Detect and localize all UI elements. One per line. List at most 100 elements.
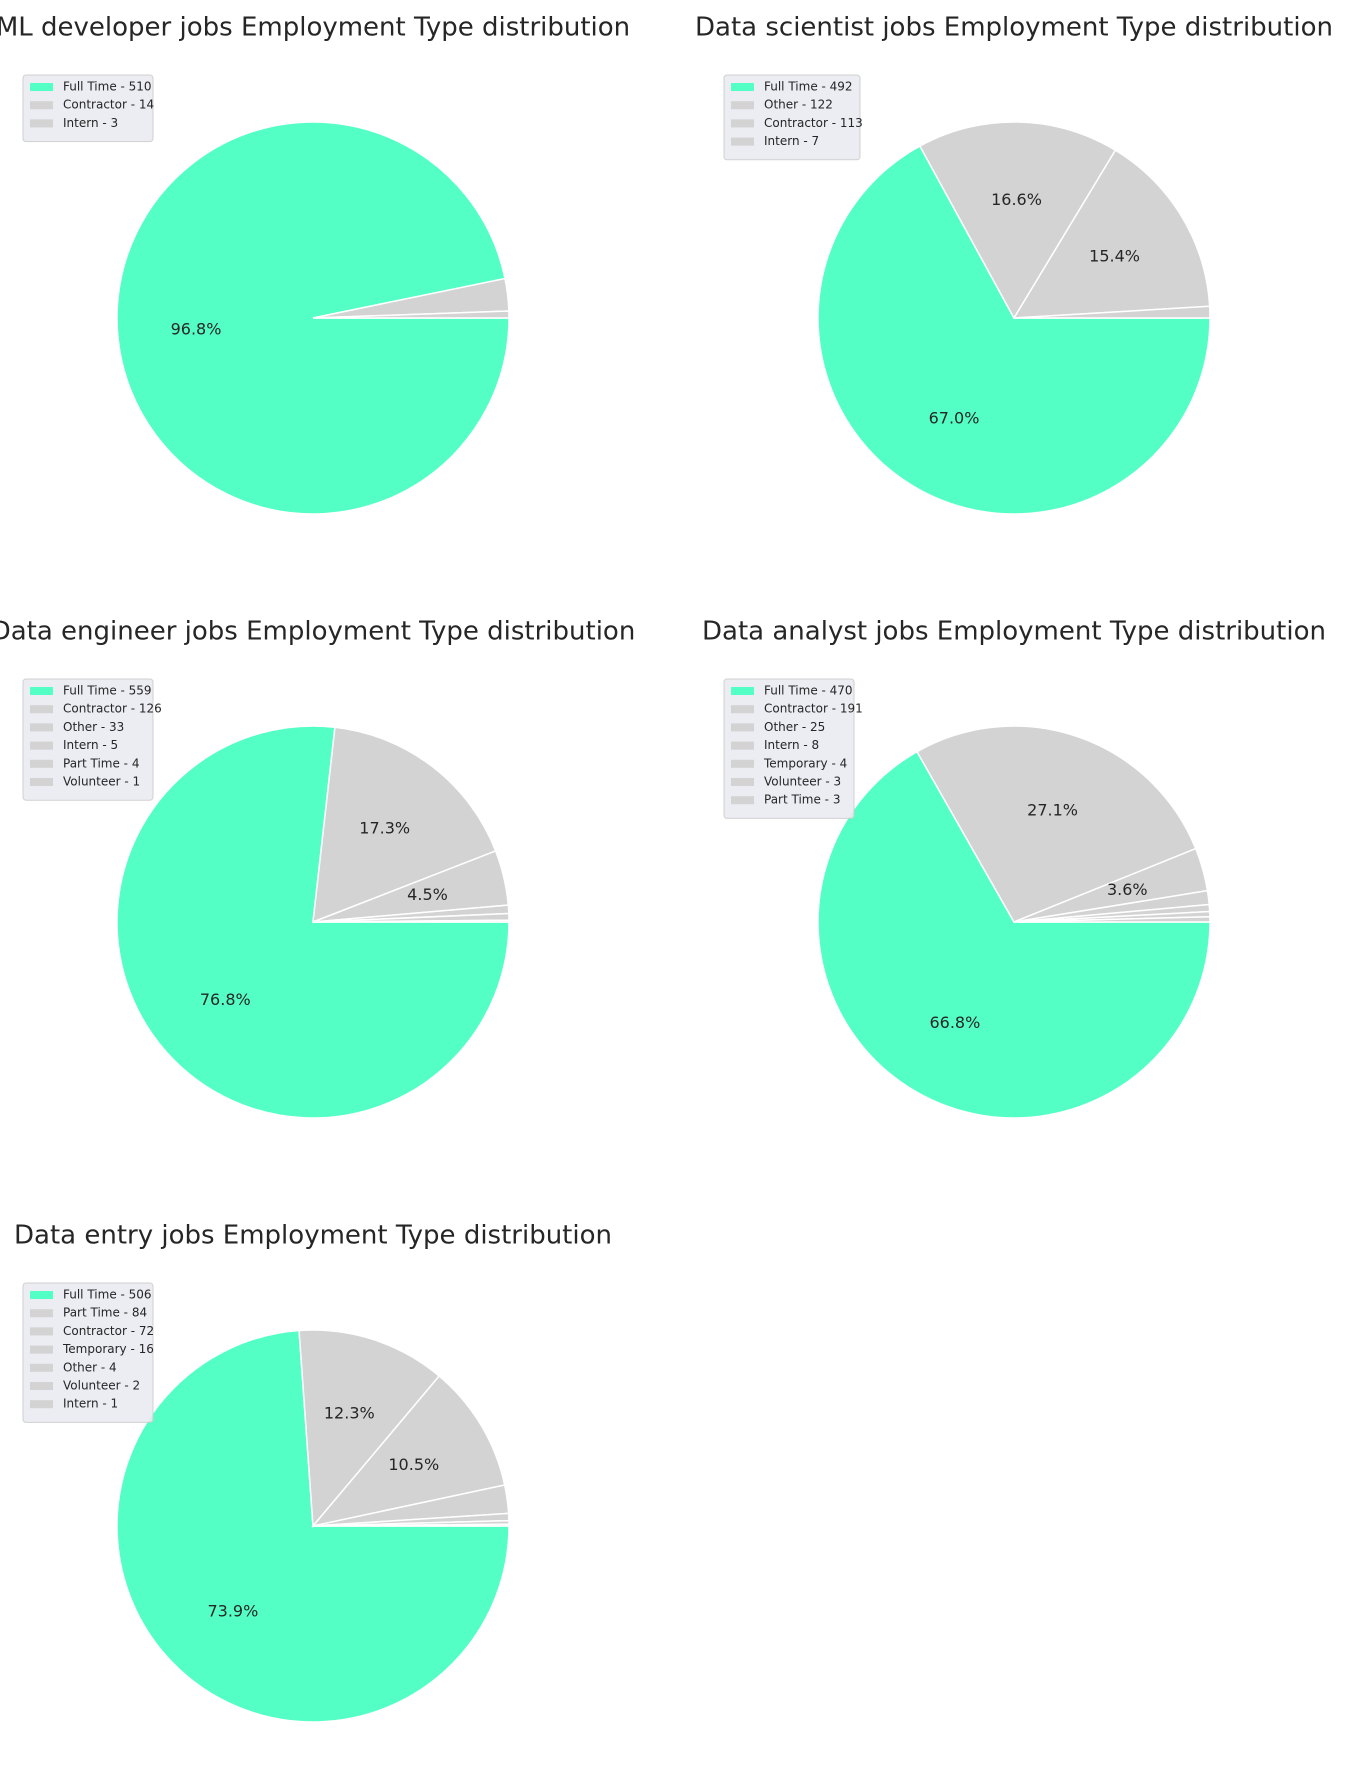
legend-box [723, 678, 855, 819]
legend-swatch [30, 119, 53, 128]
legend-swatch [731, 778, 754, 786]
legend-entry: Full Time - 510 [63, 80, 152, 94]
chart-title: Data scientist jobs Employment Type dist… [695, 13, 1333, 43]
slice-percent-label: 76.8% [200, 990, 251, 1009]
slice-percent-label: 73.9% [207, 1602, 258, 1621]
slice-percent-label: 17.3% [359, 818, 410, 837]
legend-swatch [30, 1382, 53, 1390]
legend: Full Time - 510 Contractor - 14 Intern - 3 [22, 74, 154, 143]
legend-swatch [30, 1363, 53, 1372]
legend-swatch [30, 723, 53, 732]
legend-entry: Intern - 7 [764, 134, 819, 148]
legend-entry: Temporary - 16 [62, 1342, 154, 1356]
pie-chart-5: Data entry jobs Employment Type distribu… [14, 1221, 612, 1723]
slice-percent-label: 66.8% [929, 1013, 980, 1032]
legend-swatch [30, 778, 53, 786]
legend-swatch [30, 83, 53, 91]
legend-box [22, 678, 154, 801]
legend-entry: Intern - 8 [764, 738, 819, 752]
pie-slice [312, 919, 510, 923]
pie-slice [116, 725, 510, 1119]
chart-title: Data analyst jobs Employment Type distri… [702, 617, 1326, 647]
legend-entry: Part Time - 84 [63, 1306, 147, 1320]
pie-slice [817, 750, 1211, 1119]
slice-percent-label: 3.6% [1107, 880, 1148, 899]
legend-entry: Part Time - 4 [63, 756, 139, 770]
slice-percent-label: 10.5% [388, 1455, 439, 1474]
pie-chart-3: Data engineer jobs Employment Type distr… [0, 617, 635, 1119]
pie-slice [311, 1374, 506, 1528]
legend-entry: Other - 25 [764, 720, 825, 734]
pie-slice [915, 725, 1197, 923]
legend-entry: Volunteer - 2 [63, 1379, 140, 1393]
legend-swatch [731, 137, 754, 146]
legend-swatch [30, 101, 53, 110]
pie-slice [312, 310, 510, 319]
slice-percent-label: 96.8% [171, 319, 222, 338]
legend-box [723, 74, 861, 161]
legend-entry: Contractor - 113 [764, 116, 863, 130]
legend-swatch [30, 705, 53, 714]
pie-slice [1013, 305, 1211, 319]
legend-swatch [30, 687, 53, 695]
legend-entry: Other - 122 [764, 98, 833, 112]
legend-entry: Temporary - 4 [763, 756, 847, 770]
legend-entry: Full Time - 559 [63, 684, 152, 698]
slice-percent-label: 67.0% [929, 409, 980, 428]
legend-entry: Other - 33 [63, 720, 124, 734]
legend-swatch [731, 705, 754, 714]
legend-swatch [30, 1327, 53, 1336]
legend-entry: Contractor - 72 [63, 1324, 154, 1338]
legend-swatch [731, 796, 754, 805]
pie-slice [312, 726, 497, 924]
legend-entry: Volunteer - 3 [764, 775, 841, 789]
legend-box [22, 1282, 154, 1423]
slice-percent-label: 15.4% [1089, 247, 1140, 266]
legend: Full Time - 492 Other - 122 Contractor - 1… [723, 74, 863, 161]
legend-box [22, 74, 154, 143]
legend: Full Time - 470 Contractor - 191 Other - 2… [723, 678, 863, 819]
legend-swatch [30, 1345, 53, 1354]
legend-entry: Full Time - 492 [764, 80, 853, 94]
legend: Full Time - 506 Part Time - 84 Contractor … [22, 1282, 154, 1423]
legend-swatch [731, 83, 754, 91]
legend-entry: Contractor - 14 [63, 98, 154, 112]
legend-swatch [731, 741, 754, 750]
chart-title: Data entry jobs Employment Type distribu… [14, 1221, 612, 1251]
slice-percent-label: 27.1% [1027, 800, 1078, 819]
legend-swatch [30, 1309, 53, 1318]
legend: Full Time - 559 Contractor - 126 Other - 3… [22, 678, 162, 801]
legend-entry: Contractor - 126 [63, 702, 162, 716]
legend-swatch [30, 1400, 53, 1409]
pie-slice [817, 145, 1211, 515]
pie-slice [1013, 915, 1211, 923]
pie-slice [918, 121, 1117, 320]
legend-swatch [30, 759, 53, 768]
pie-chart-4: Data analyst jobs Employment Type distri… [702, 617, 1326, 1119]
slice-percent-label: 16.6% [991, 190, 1042, 209]
legend-entry: Contractor - 191 [764, 702, 863, 716]
pie-chart-1: ML developer jobs Employment Type distri… [0, 13, 630, 515]
legend-swatch [30, 1291, 53, 1299]
legend-entry: Part Time - 3 [764, 793, 840, 807]
pie-slice [312, 1523, 510, 1527]
legend-swatch [731, 687, 754, 695]
pie-slice [298, 1329, 441, 1528]
legend-entry: Full Time - 506 [63, 1288, 152, 1302]
legend-swatch [731, 723, 754, 732]
legend-entry: Intern - 1 [63, 1397, 118, 1411]
pie-slice [1012, 149, 1211, 319]
legend-swatch [731, 119, 754, 128]
legend-entry: Other - 4 [63, 1360, 117, 1374]
legend-swatch [30, 741, 53, 750]
chart-title: Data engineer jobs Employment Type distr… [0, 617, 635, 647]
slice-percent-label: 4.5% [407, 885, 448, 904]
legend-entry: Intern - 5 [63, 738, 118, 752]
legend-swatch [731, 101, 754, 110]
legend-entry: Intern - 3 [63, 116, 118, 130]
legend-entry: Full Time - 470 [764, 684, 853, 698]
slice-percent-label: 12.3% [324, 1404, 375, 1423]
legend-swatch [731, 759, 754, 768]
pie-chart-2: Data scientist jobs Employment Type dist… [695, 13, 1333, 515]
